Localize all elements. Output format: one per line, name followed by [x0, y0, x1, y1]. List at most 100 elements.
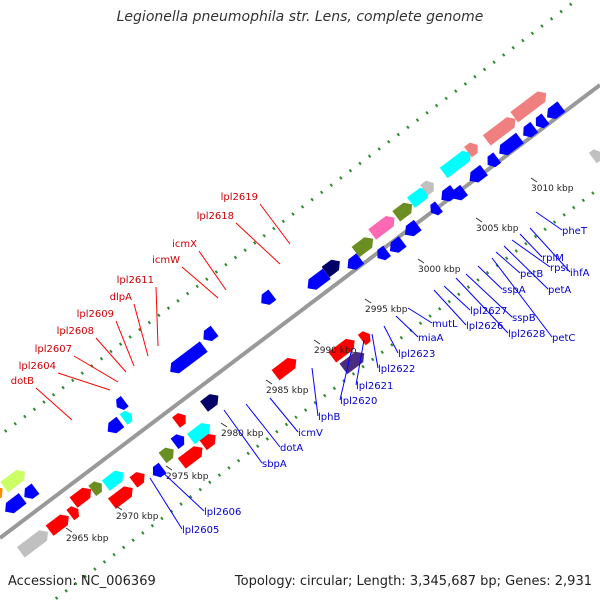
tick-label-1: 2970 kbp	[116, 512, 159, 522]
gene-arrow-21	[172, 413, 186, 428]
leader-bottom-12	[433, 289, 467, 326]
map-title: Legionella pneumophila str. Lens, comple…	[116, 9, 484, 25]
gene-label-lphB: lphB	[318, 412, 340, 423]
leader-bottom-9	[383, 325, 399, 354]
gene-label-mutL: mutL	[432, 319, 458, 330]
leader-bottom-3	[245, 403, 281, 448]
gene-arrow-0	[5, 493, 27, 514]
gene-label-lpl2604: lpl2604	[19, 361, 56, 372]
leader-bottom-14	[455, 277, 509, 334]
gene-arrow-47	[487, 152, 502, 168]
gene-label-lpl2622: lpl2622	[378, 364, 415, 375]
tick-mark-9	[530, 177, 538, 183]
position-ticks: 2965 kbp 2970 kbp 2975 kbp 2980 kbp 2985 kbp…	[65, 177, 574, 544]
gene-arrow-8	[88, 481, 102, 497]
genome-summary-text: Topology: circular; Length: 3,345,687 bp…	[234, 574, 592, 589]
gene-label-lpl2606: lpl2606	[204, 507, 241, 518]
tick-mark-4	[265, 379, 273, 385]
gene-label-icmV: icmV	[298, 428, 323, 439]
backbone-line	[0, 83, 600, 540]
gene-arrow-46	[469, 164, 488, 183]
gene-arrow-27	[339, 351, 365, 375]
gene-label-lpl2619: lpl2619	[221, 192, 258, 203]
gene-arrow-33	[351, 237, 374, 258]
leader-bottom-7	[355, 339, 365, 386]
tick-mark-3	[220, 422, 228, 428]
gene-arrow-37	[405, 219, 422, 237]
gene-arrow-24	[203, 325, 219, 342]
gene-arrow-4	[16, 530, 48, 558]
gene-arrow-10	[108, 486, 133, 509]
gene-label-dlpA: dlpA	[110, 292, 132, 303]
leader-top-3	[95, 337, 127, 373]
gene-label-lpl2605: lpl2605	[182, 525, 219, 536]
gene-label-petC: petC	[552, 333, 575, 344]
tick-mark-8	[475, 217, 483, 223]
leader-bottom-5	[311, 367, 319, 417]
tick-label-7: 3000 kbp	[418, 265, 461, 275]
label-leaders	[35, 203, 571, 530]
gene-arrow-1	[24, 483, 40, 499]
gene-label-icmW: icmW	[152, 255, 180, 266]
tick-mark-6	[364, 298, 372, 304]
tick-mark-7	[417, 258, 425, 264]
gene-label-sbpA: sbpA	[262, 459, 287, 470]
gene-arrow-29	[357, 331, 371, 346]
gene-label-sspB: sspB	[512, 313, 536, 324]
leader-bottom-15	[465, 273, 513, 318]
leader-top-5	[133, 303, 149, 357]
gene-arrow-43	[439, 150, 471, 179]
leader-top-8	[198, 250, 227, 291]
gene-arrow-13	[119, 410, 133, 425]
gene-arrow-22	[200, 394, 219, 412]
gene-arrow-3	[0, 469, 25, 493]
gene-arrow-49	[510, 91, 547, 123]
gene-arrow-50	[499, 132, 524, 156]
gene-arrow-9	[101, 470, 124, 491]
tick-label-9: 3010 kbp	[531, 184, 574, 194]
leader-top-6	[155, 286, 159, 347]
tick-label-6: 2995 kbp	[365, 305, 408, 315]
gene-label-rpsI: rpsI	[550, 263, 569, 274]
gene-label-sspA: sspA	[502, 285, 526, 296]
gene-label-petB: petB	[520, 269, 543, 280]
gene-arrow-54	[588, 149, 600, 164]
gene-label-icmX: icmX	[172, 239, 197, 250]
gene-arrow-48	[482, 117, 516, 146]
tick-label-8: 3005 kbp	[476, 224, 519, 234]
gene-arrow-28	[328, 338, 355, 363]
gene-label-lpl2628: lpl2628	[508, 329, 545, 340]
gene-features	[0, 91, 600, 558]
tick-label-4: 2985 kbp	[266, 386, 309, 396]
gene-arrow-32	[347, 253, 365, 270]
leader-bottom-1	[157, 467, 205, 512]
gene-label-lpl2627: lpl2627	[470, 306, 507, 317]
tick-label-2: 2975 kbp	[166, 472, 209, 482]
leader-top-0	[35, 387, 73, 421]
gene-arrow-20	[187, 422, 211, 445]
gene-arrow-51	[523, 121, 539, 138]
gene-arrow-16	[158, 447, 174, 464]
gene-label-pheT: pheT	[562, 226, 588, 237]
leader-bottom-18	[495, 251, 521, 274]
leader-top-4	[115, 320, 135, 367]
gene-labels: dotB lpl2604 lpl2607 lpl2608 lpl2609 dlpA lpl2…	[11, 192, 590, 536]
gene-arrow-36	[389, 236, 407, 253]
leader-top-10	[259, 203, 291, 245]
gene-arrow-11	[129, 472, 145, 488]
tick-label-0: 2965 kbp	[66, 534, 109, 544]
gene-label-lpl2623: lpl2623	[398, 349, 435, 360]
gene-arrow-12	[107, 416, 125, 434]
leader-top-2	[73, 355, 119, 383]
gene-arrow-41	[430, 201, 443, 216]
gene-label-dotB: dotB	[11, 376, 34, 387]
leader-top-1	[57, 372, 111, 391]
leader-top-7	[181, 266, 219, 299]
gene-arrow-39	[407, 187, 429, 208]
gene-arrow-23	[170, 341, 208, 374]
gene-arrow-17	[170, 434, 185, 450]
leader-bottom-8	[371, 333, 379, 369]
